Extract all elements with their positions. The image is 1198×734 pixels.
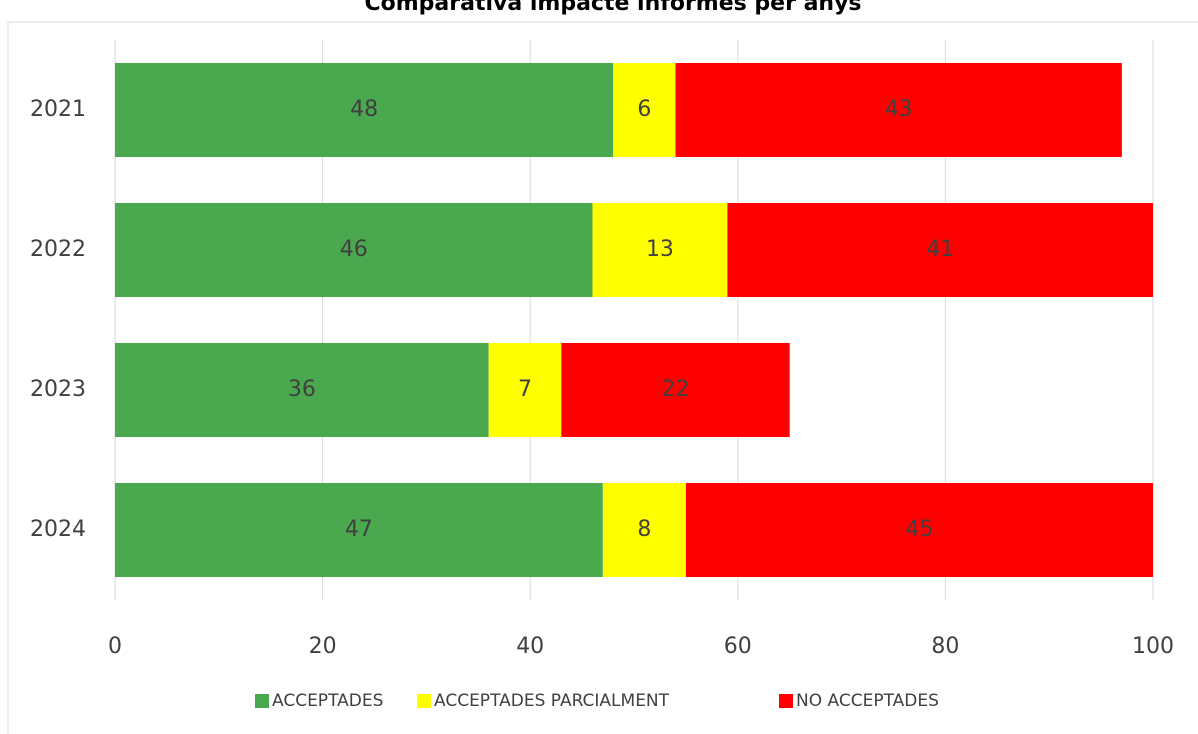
data-label: 22 bbox=[662, 377, 690, 402]
y-tick-label: 2022 bbox=[30, 237, 86, 262]
data-label: 43 bbox=[885, 97, 913, 122]
bar bbox=[592, 203, 728, 297]
bar bbox=[685, 483, 1153, 577]
chart-border bbox=[7, 21, 1198, 734]
data-label: 45 bbox=[905, 517, 933, 542]
data-label: 6 bbox=[637, 97, 651, 122]
bar bbox=[115, 483, 603, 577]
data-label: 48 bbox=[350, 97, 378, 122]
x-tick-label: 0 bbox=[108, 634, 122, 659]
y-tick-label: 2024 bbox=[30, 517, 86, 542]
bar bbox=[115, 63, 614, 157]
legend-swatch bbox=[255, 694, 269, 708]
x-tick-label: 80 bbox=[931, 634, 959, 659]
legend-label: NO ACCEPTADES bbox=[796, 691, 939, 711]
legend-swatch bbox=[779, 694, 793, 708]
bar bbox=[675, 63, 1122, 157]
x-tick-label: 40 bbox=[516, 634, 544, 659]
bar bbox=[115, 343, 489, 437]
data-label: 47 bbox=[345, 517, 373, 542]
chart-title: Comparativa impacte informes per anys bbox=[364, 0, 861, 16]
data-label: 41 bbox=[926, 237, 954, 262]
data-label: 13 bbox=[646, 237, 674, 262]
data-label: 7 bbox=[518, 377, 532, 402]
bar bbox=[602, 483, 686, 577]
y-tick-label: 2023 bbox=[30, 377, 86, 402]
bar bbox=[488, 343, 562, 437]
legend-label: ACCEPTADES bbox=[272, 691, 383, 711]
bar bbox=[727, 203, 1153, 297]
x-tick-label: 100 bbox=[1132, 634, 1174, 659]
bar bbox=[613, 63, 676, 157]
bar bbox=[561, 343, 790, 437]
legend-swatch bbox=[417, 694, 431, 708]
bar bbox=[115, 203, 593, 297]
x-tick-label: 60 bbox=[724, 634, 752, 659]
data-label: 8 bbox=[637, 517, 651, 542]
data-label: 36 bbox=[288, 377, 316, 402]
legend-label: ACCEPTADES PARCIALMENT bbox=[434, 691, 670, 711]
x-tick-label: 20 bbox=[309, 634, 337, 659]
data-label: 46 bbox=[340, 237, 368, 262]
y-tick-label: 2021 bbox=[30, 97, 86, 122]
